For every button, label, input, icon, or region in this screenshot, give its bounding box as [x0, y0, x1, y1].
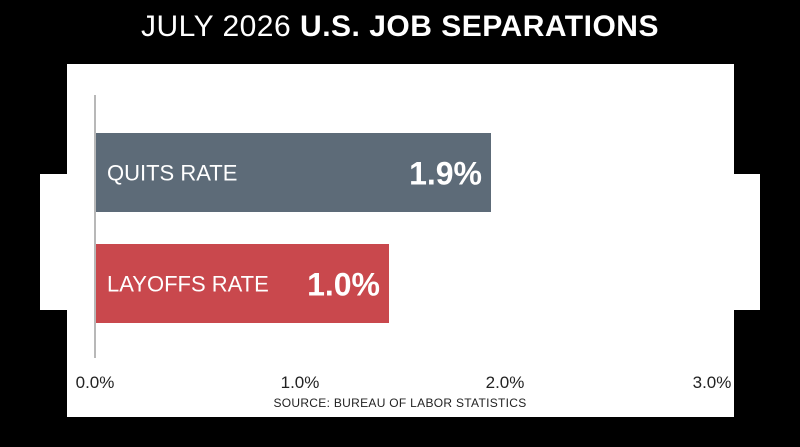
chart-title-main: U.S. JOB SEPARATIONS [300, 10, 659, 43]
bar-value-label: 1.9% [409, 156, 482, 192]
chart-title: JULY 2026 U.S. JOB SEPARATIONS [0, 10, 800, 44]
bar-value-label: 1.0% [307, 267, 380, 303]
bar-quits-rate [96, 133, 491, 212]
chart-panel [67, 64, 734, 417]
x-tick-label: 3.0% [693, 373, 732, 392]
x-tick-label: 0.0% [76, 373, 115, 392]
x-tick-label: 1.0% [281, 373, 320, 392]
bar-category-label: LAYOFFS RATE [107, 272, 269, 297]
source-note: SOURCE: BUREAU OF LABOR STATISTICS [273, 396, 527, 410]
x-tick-label: 2.0% [486, 373, 525, 392]
chart-title-date: JULY 2026 [141, 10, 292, 43]
bar-category-label: QUITS RATE [107, 161, 237, 186]
chart-panel-right-tab [720, 174, 760, 310]
chart-panel-left-tab [40, 174, 80, 310]
bar-layoffs-rate [96, 244, 389, 323]
